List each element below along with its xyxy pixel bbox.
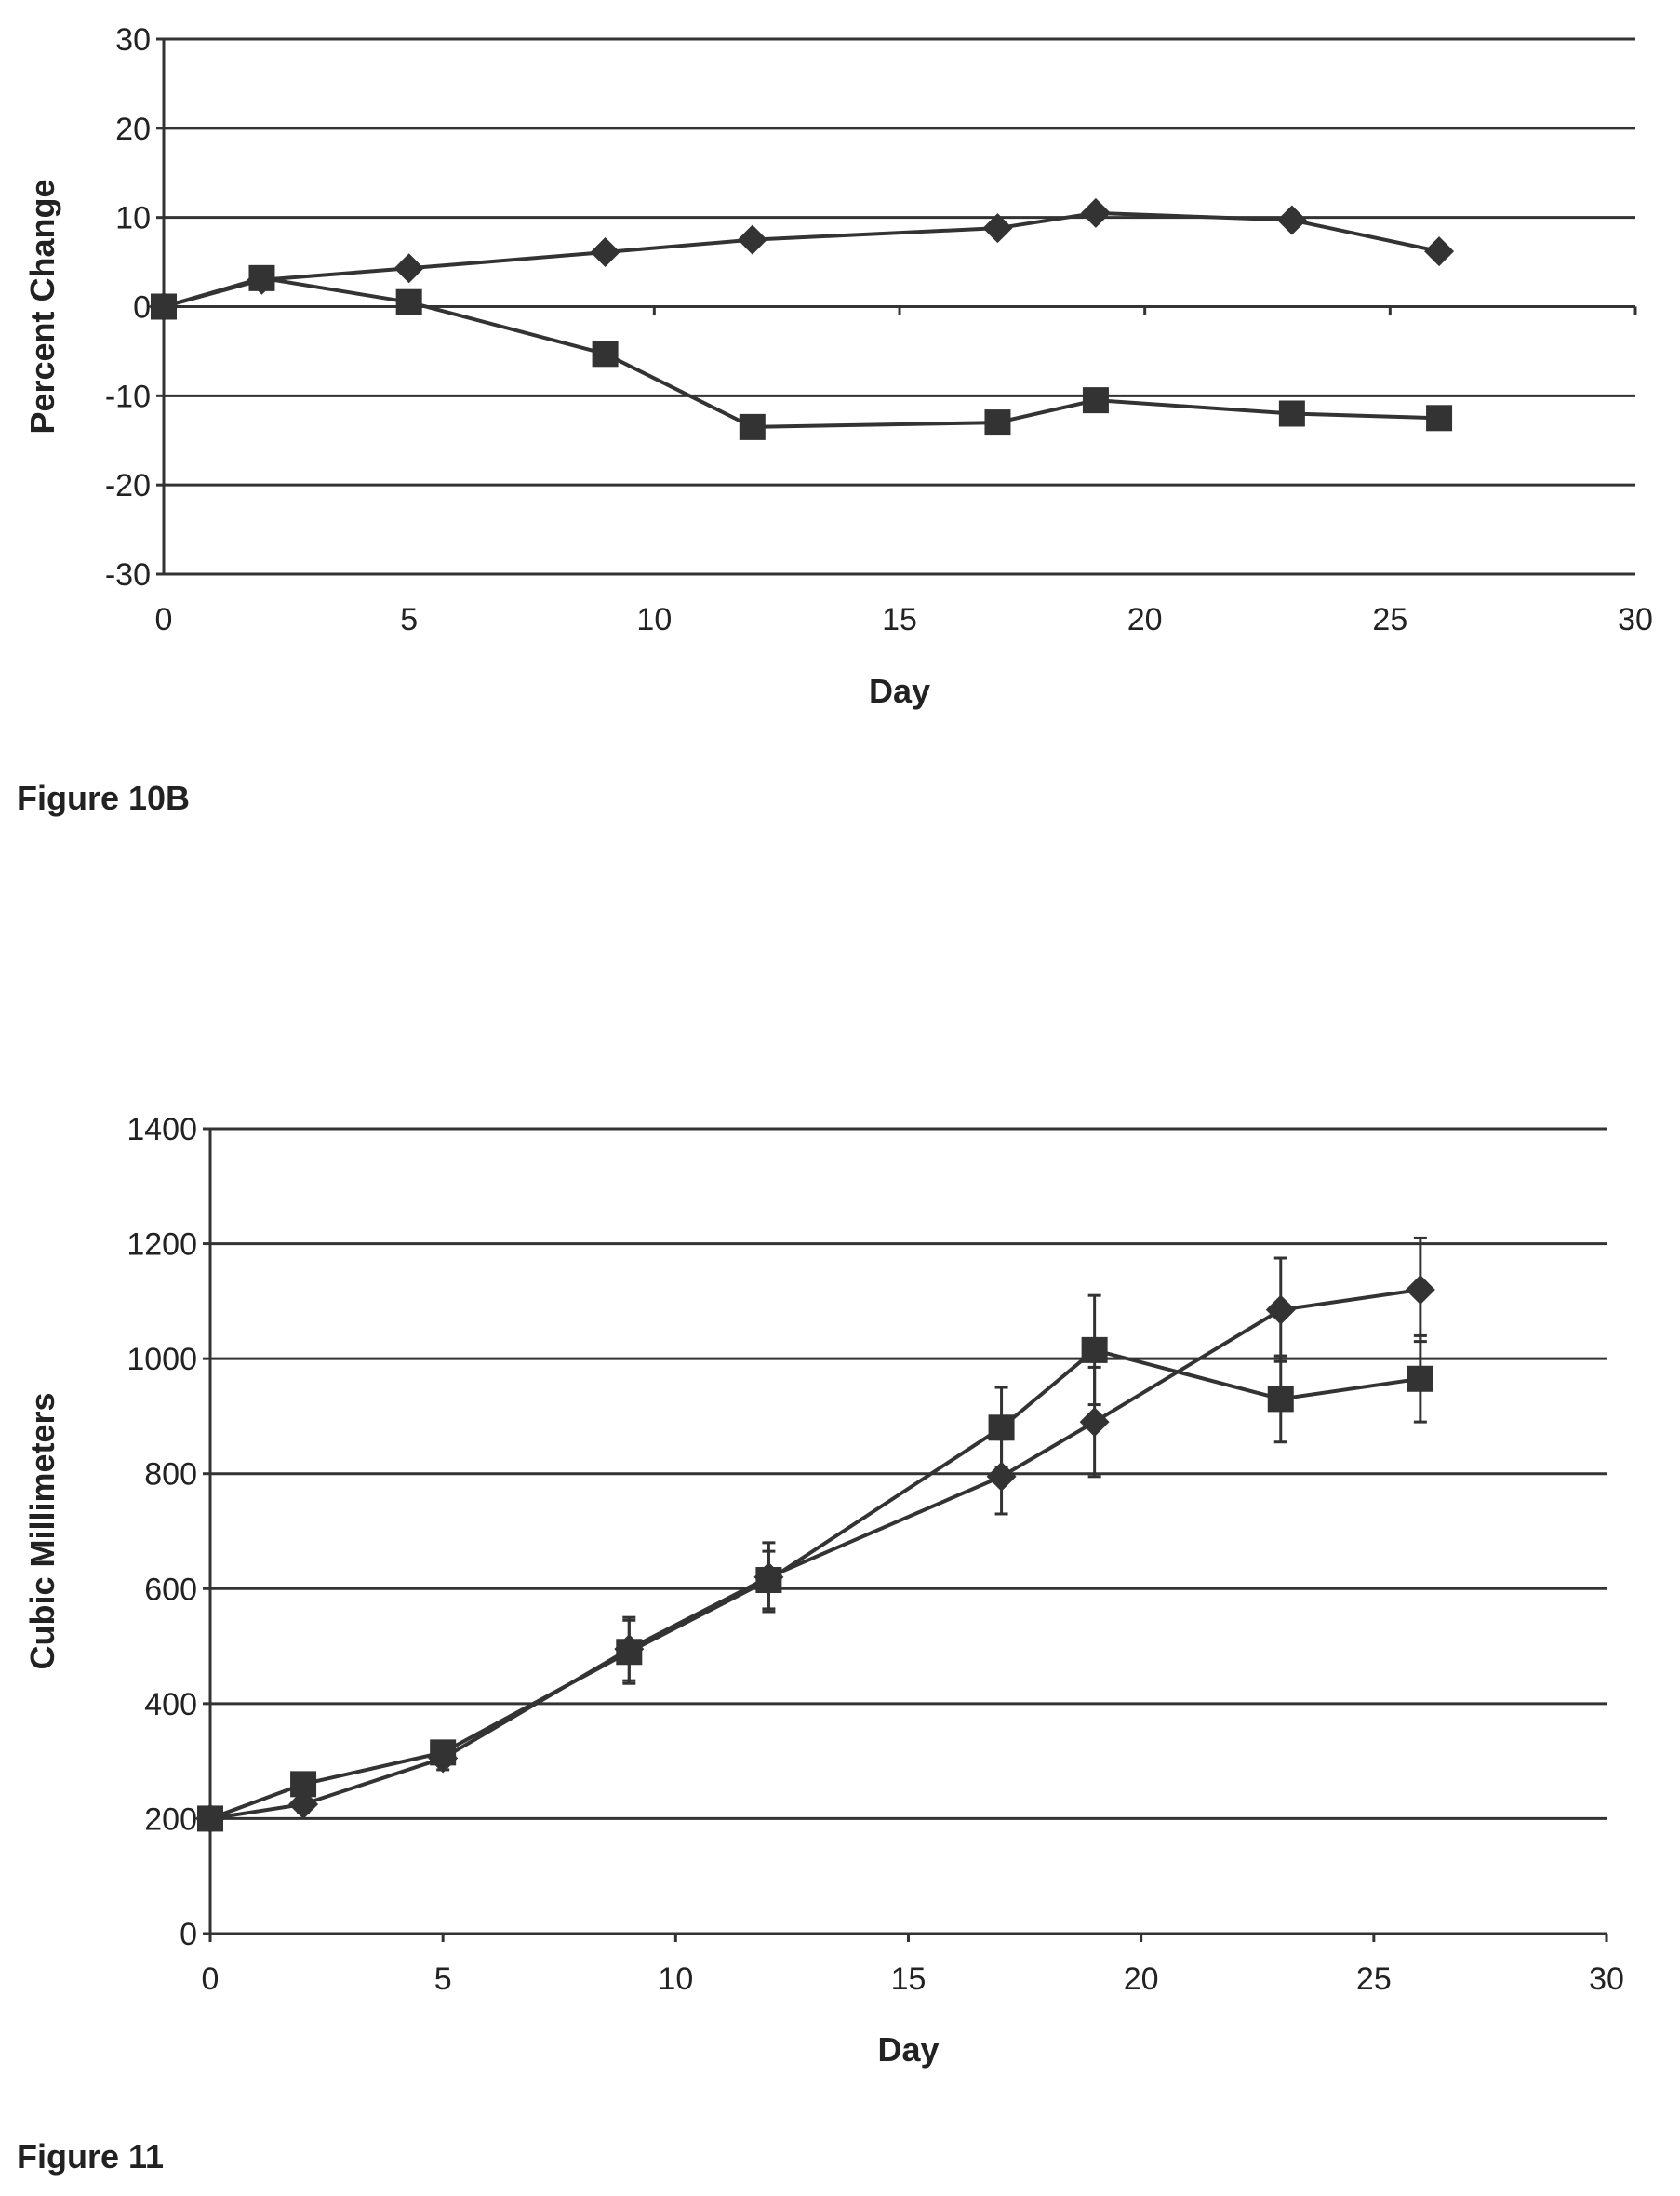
series-layer [149,197,1455,440]
y-tick-label: 400 [144,1687,197,1722]
y-tick-label: 1400 [127,1112,197,1147]
tick-labels: 0 200 400 600 800 1000 1200 1400 0 5 10 15 20 25 30 [127,1112,1624,1997]
y-tick-label: 0 [180,1917,197,1952]
x-tick-label: 10 [658,1962,693,1997]
x-axis-title: Day [877,2030,939,2069]
y-tick-label: 200 [144,1801,197,1837]
series-2-point [984,409,1011,436]
series-2-point [739,413,766,440]
series-2-point [1426,405,1453,432]
y-tick-label: -10 [105,379,151,414]
series-2-point [248,264,275,291]
y-tick-label: 0 [133,290,151,326]
grid-lines [210,1127,1607,1935]
series-1-point [986,1461,1017,1492]
y-axis-title: Percent Change [23,179,61,434]
tick-labels: -30 -20 -10 0 10 20 30 0 5 10 15 20 25 30 [105,22,1653,637]
series-2-point [1278,400,1305,427]
figure-caption: Figure 11 [17,2137,164,2176]
figure-caption: Figure 10B [17,779,190,817]
series-1-point [393,253,424,284]
y-tick-label: 10 [115,201,151,236]
y-axis-title: Cubic Millimeters [23,1392,61,1669]
series-1-point [1405,1275,1435,1305]
series-2-point [151,293,177,320]
series-2-point [430,1739,457,1766]
y-tick-label: -20 [105,468,151,503]
series-1-point [737,224,767,255]
series-1-line [209,1288,1421,1821]
y-tick-label: 20 [115,112,151,147]
x-tick-label: 15 [882,602,917,637]
series-2-point [592,341,619,368]
x-tick-label: 20 [1127,602,1163,637]
series-2-point [395,288,422,315]
series-1-point [1079,1407,1110,1438]
series-2-line [209,1347,1421,1821]
x-tick-label: 0 [202,1962,220,1997]
series-1-point [1276,205,1307,235]
y-tick-label: 1200 [127,1227,197,1263]
x-tick-label: 25 [1356,1962,1392,1997]
x-tick-label: 5 [400,602,418,637]
x-tick-label: 0 [155,602,173,637]
x-tick-label: 20 [1124,1962,1159,1997]
y-tick-label: 1000 [127,1342,197,1377]
x-axis-title: Day [869,672,930,710]
series-2-point [616,1639,643,1666]
x-tick-label: 10 [636,602,672,637]
chart-figure-10b: -30 -20 -10 0 10 20 30 0 5 10 15 20 25 30 Day Percent… [17,22,1653,817]
y-tick-label: 800 [144,1457,197,1493]
x-tick-label: 30 [1618,602,1653,637]
series-layer [195,1236,1435,1834]
series-2-point [755,1567,782,1594]
x-tick-label: 5 [434,1962,452,1997]
y-tick-label: -30 [105,557,151,593]
x-tick-label: 30 [1589,1962,1624,1997]
series-2-point [197,1805,223,1832]
series-1-point [1424,236,1455,267]
series-2-point [1081,1336,1108,1363]
chart-figure-11: 0 200 400 600 800 1000 1200 1400 0 5 10 15 20 25 30 Da… [17,1112,1624,2176]
x-tick-label: 15 [891,1962,927,1997]
series-1-point [982,213,1013,244]
axes [156,37,1637,576]
series-1-point [590,237,620,268]
y-tick-label: 600 [144,1572,197,1607]
series-2-point [1407,1365,1433,1392]
series-2-point [988,1414,1015,1441]
series-1-point [1080,197,1111,228]
series-2-point [290,1771,317,1798]
series-2-line [163,275,1440,429]
axes [203,1127,1608,1942]
series-2-point [1267,1386,1294,1413]
y-tick-label: 30 [115,22,151,58]
series-1-point [1265,1294,1296,1325]
x-tick-label: 25 [1372,602,1407,637]
series-2-point [1082,387,1109,414]
